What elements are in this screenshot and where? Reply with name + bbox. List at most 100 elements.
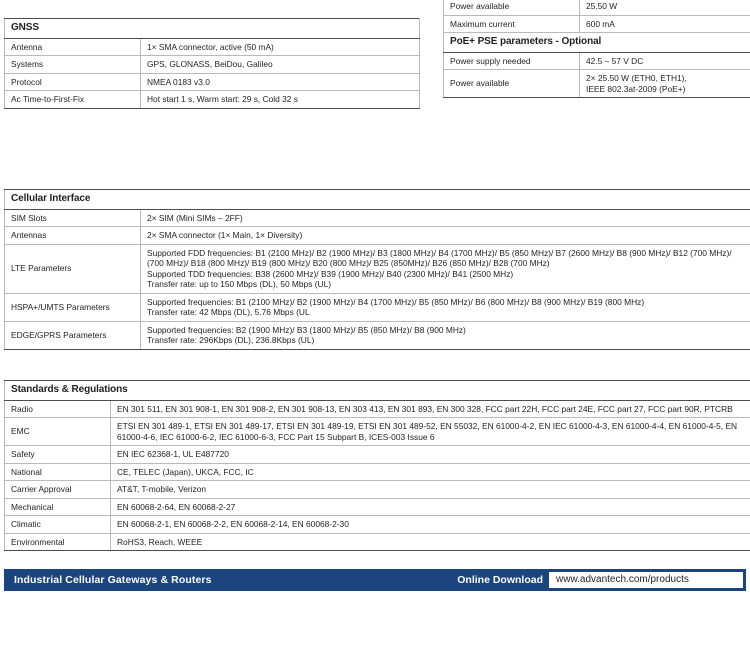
row-value-line: EN 301 511, EN 301 908-1, EN 301 908-2, … bbox=[117, 403, 733, 414]
table-row: Power available 2× 25.50 W (ETH0, ETH1), I… bbox=[443, 69, 750, 98]
power-section: Power available 25.50 W Maximum current 600… bbox=[443, 0, 750, 98]
row-value-line: Supported FDD frequencies: B1 (2100 MHz)… bbox=[147, 247, 732, 258]
row-value: EN 60068-2-64, EN 60068-2-27 bbox=[110, 497, 750, 516]
row-label: Antenna bbox=[4, 37, 141, 56]
footer-download-group: Online Download www.advantech.com/produc… bbox=[457, 569, 746, 591]
row-label: Systems bbox=[4, 55, 141, 74]
row-value-line: 42.5 – 57 V DC bbox=[586, 55, 644, 66]
row-value-line: Supported frequencies: B1 (2100 MHz)/ B2… bbox=[147, 296, 645, 307]
row-label: National bbox=[4, 462, 111, 481]
row-value-line: 600 mA bbox=[586, 18, 615, 29]
row-value: Supported frequencies: B2 (1900 MHz)/ B3… bbox=[140, 320, 750, 350]
row-value: ETSI EN 301 489-1, ETSI EN 301 489-17, E… bbox=[110, 417, 750, 446]
table-section-header-label: Standards & Regulations bbox=[4, 380, 750, 401]
row-value-line: AT&T, T-mobile, Verizon bbox=[117, 484, 207, 494]
row-value-line: 2× SMA connector (1× Main, 1× Diversity) bbox=[147, 230, 303, 240]
row-value: 2× SMA connector (1× Main, 1× Diversity) bbox=[140, 226, 750, 245]
row-value-line: NMEA 0183 v3.0 bbox=[147, 76, 210, 87]
cellular-table-body: Cellular Interface SIM Slots 2× SIM (Mini … bbox=[4, 189, 750, 350]
row-value-line: EN 60068-2-1, EN 60068-2-2, EN 60068-2-1… bbox=[117, 519, 349, 529]
row-label: LTE Parameters bbox=[4, 243, 141, 294]
standards-regulations-section: Standards & Regulations Radio EN 301 511, … bbox=[4, 380, 750, 551]
table-row: EMC ETSI EN 301 489-1, ETSI EN 301 489-17… bbox=[4, 417, 750, 446]
table-section-header: GNSS bbox=[4, 18, 420, 39]
gnss-table-body: GNSS Antenna 1× SMA connector, active (50 … bbox=[4, 18, 420, 109]
row-label: Carrier Approval bbox=[4, 480, 111, 499]
table-row: Climatic EN 60068-2-1, EN 60068-2-2, EN 6… bbox=[4, 515, 750, 534]
table-row: National CE, TELEC (Japan), UKCA, FCC, IC bbox=[4, 462, 750, 481]
table-row: Systems GPS, GLONASS, BeiDou, Galileo bbox=[4, 55, 420, 74]
row-value: RoHS3, Reach, WEEE bbox=[110, 532, 750, 551]
table-row: HSPA+/UMTS Parameters Supported frequenci… bbox=[4, 292, 750, 322]
row-value: NMEA 0183 v3.0 bbox=[140, 72, 420, 91]
row-value-line: GPS, GLONASS, BeiDou, Galileo bbox=[147, 59, 273, 69]
row-label: Power available bbox=[443, 0, 580, 16]
row-label: Mechanical bbox=[4, 497, 111, 516]
row-value: Supported frequencies: B1 (2100 MHz)/ B2… bbox=[140, 292, 750, 322]
row-label: Ac Time-to-First-Fix bbox=[4, 90, 141, 109]
table-row: Power available 25.50 W bbox=[443, 0, 750, 16]
table-row: Maximum current 600 mA bbox=[443, 14, 750, 33]
row-label: Radio bbox=[4, 399, 111, 418]
table-row: Power supply needed 42.5 – 57 V DC bbox=[443, 51, 750, 70]
row-label: Environmental bbox=[4, 532, 111, 551]
standards-table-body: Standards & Regulations Radio EN 301 511, … bbox=[4, 380, 750, 551]
footer-title: Industrial Cellular Gateways & Routers bbox=[14, 574, 212, 586]
row-value-line: Transfer rate: 296Kbps (DL), 236.8Kbps (… bbox=[147, 335, 315, 345]
row-value-line: Transfer rate: up to 150 Mbps (DL), 50 M… bbox=[147, 279, 332, 289]
row-value: EN 60068-2-1, EN 60068-2-2, EN 60068-2-1… bbox=[110, 515, 750, 534]
row-value-line: 2× 25.50 W (ETH0, ETH1), bbox=[586, 73, 687, 83]
row-value-line: RoHS3, Reach, WEEE bbox=[117, 536, 203, 547]
table-row: Carrier Approval AT&T, T-mobile, Verizon bbox=[4, 480, 750, 499]
row-value-line: Transfer rate: 42 Mbps (DL), 5.76 Mbps (… bbox=[147, 307, 310, 317]
row-label: Safety bbox=[4, 445, 111, 464]
row-value: 25.50 W bbox=[579, 0, 750, 16]
row-label: Climatic bbox=[4, 515, 111, 534]
row-value-line: Supported frequencies: B2 (1900 MHz)/ B3… bbox=[147, 324, 466, 335]
row-label: EDGE/GPRS Parameters bbox=[4, 320, 141, 350]
table-section-header-label: Cellular Interface bbox=[4, 189, 750, 210]
table-row: Radio EN 301 511, EN 301 908-1, EN 301 90… bbox=[4, 399, 750, 418]
standards-table: Standards & Regulations Radio EN 301 511, … bbox=[4, 380, 750, 551]
gnss-table: GNSS Antenna 1× SMA connector, active (50 … bbox=[4, 18, 420, 109]
row-value: Hot start 1 s, Warm start: 29 s, Cold 32… bbox=[140, 90, 420, 109]
row-value-line: (700 MHz)/ B18 (800 MHz)/ B19 (800 MHz)/… bbox=[147, 258, 550, 268]
footer-url-link[interactable]: www.advantech.com/products bbox=[549, 572, 743, 588]
table-row: SIM Slots 2× SIM (Mini SIMs – 2FF) bbox=[4, 208, 750, 227]
row-label: Protocol bbox=[4, 72, 141, 91]
row-label: HSPA+/UMTS Parameters bbox=[4, 292, 141, 322]
row-value: AT&T, T-mobile, Verizon bbox=[110, 480, 750, 499]
table-section-header: Cellular Interface bbox=[4, 189, 750, 210]
row-label: Antennas bbox=[4, 226, 141, 245]
table-row: Environmental RoHS3, Reach, WEEE bbox=[4, 532, 750, 551]
row-value-line: 25.50 W bbox=[586, 1, 618, 11]
table-row: Safety EN IEC 62368-1, UL E487720 bbox=[4, 445, 750, 464]
row-value: 2× 25.50 W (ETH0, ETH1), IEEE 802.3at-200… bbox=[579, 69, 750, 98]
table-row: LTE Parameters Supported FDD frequencies:… bbox=[4, 243, 750, 294]
power-table: Power available 25.50 W Maximum current 600… bbox=[443, 0, 750, 98]
row-value-line: ETSI EN 301 489-1, ETSI EN 301 489-17, E… bbox=[117, 421, 738, 431]
power-table-body: Power available 25.50 W Maximum current 600… bbox=[443, 0, 750, 98]
row-value-line: Supported TDD frequencies: B38 (2600 MHz… bbox=[147, 268, 514, 279]
row-label: Power supply needed bbox=[443, 51, 580, 70]
row-value: EN IEC 62368-1, UL E487720 bbox=[110, 445, 750, 464]
row-value-line: IEEE 802.3at-2009 (PoE+) bbox=[586, 83, 686, 94]
table-section-header-label: GNSS bbox=[4, 18, 420, 39]
row-value-line: 1× SMA connector, active (50 mA) bbox=[147, 41, 274, 52]
row-value: Supported FDD frequencies: B1 (2100 MHz)… bbox=[140, 243, 750, 294]
row-value: 1× SMA connector, active (50 mA) bbox=[140, 37, 420, 56]
gnss-section: GNSS Antenna 1× SMA connector, active (50 … bbox=[4, 18, 420, 109]
row-value: GPS, GLONASS, BeiDou, Galileo bbox=[140, 55, 420, 74]
row-value: EN 301 511, EN 301 908-1, EN 301 908-2, … bbox=[110, 399, 750, 418]
row-value-line: EN 60068-2-64, EN 60068-2-27 bbox=[117, 501, 236, 512]
row-value-line: 61000-4-6, IEC 61000-6-2, IEC 61000-6-3,… bbox=[117, 431, 435, 442]
row-label: Maximum current bbox=[443, 14, 580, 33]
row-label: Power available bbox=[443, 69, 580, 98]
row-value-line: 2× SIM (Mini SIMs – 2FF) bbox=[147, 212, 243, 223]
row-value: 600 mA bbox=[579, 14, 750, 33]
row-value-line: Hot start 1 s, Warm start: 29 s, Cold 32… bbox=[147, 94, 298, 104]
footer-download-label: Online Download bbox=[457, 574, 543, 586]
row-label: SIM Slots bbox=[4, 208, 141, 227]
table-row: EDGE/GPRS Parameters Supported frequencie… bbox=[4, 320, 750, 350]
table-row: Ac Time-to-First-Fix Hot start 1 s, Warm … bbox=[4, 90, 420, 109]
